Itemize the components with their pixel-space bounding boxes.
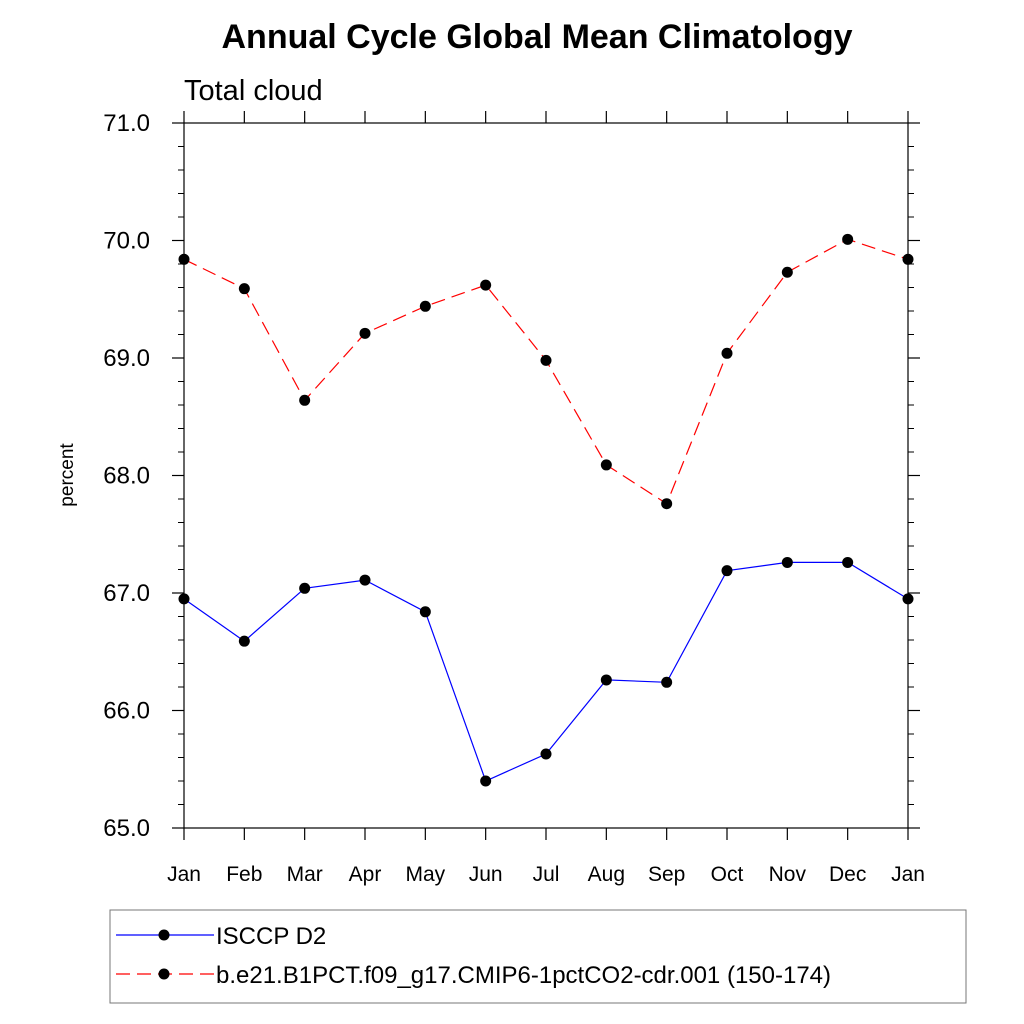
- x-tick-label: Feb: [226, 863, 262, 886]
- series-line-2: [183, 238, 909, 505]
- legend-box: [109, 909, 967, 1004]
- x-tick-label: Dec: [829, 863, 866, 886]
- series-1-point: [419, 606, 431, 618]
- series-line-1: [183, 561, 909, 782]
- series-1-point: [299, 582, 311, 594]
- x-tick-label: Mar: [287, 863, 323, 886]
- plot-series: [178, 233, 914, 787]
- series-2-point: [359, 327, 371, 339]
- legend-label-2: b.e21.B1PCT.f09_g17.CMIP6-1pctCO2-cdr.00…: [216, 962, 831, 989]
- y-tick-label: 68.0: [103, 463, 150, 490]
- series-1-point: [359, 574, 371, 586]
- x-tick-label: Jun: [469, 863, 503, 886]
- x-tick-label: Jul: [533, 863, 560, 886]
- x-tick-label: Jan: [891, 863, 925, 886]
- x-tick-label: Aug: [588, 863, 625, 886]
- series-2-point: [540, 354, 552, 366]
- series-1-point: [540, 748, 552, 760]
- series-1-point: [721, 565, 733, 577]
- series-2-point: [600, 459, 612, 471]
- axis-ticks: 65.0 66.0 67.0 68.0 69.0 70.0 71.0 Jan Feb Mar Apr…: [103, 110, 925, 886]
- series-1-point: [600, 674, 612, 686]
- legend-label-1: ISCCP D2: [216, 923, 326, 950]
- series-2-point: [299, 394, 311, 406]
- y-tick-label: 70.0: [103, 228, 150, 255]
- series-2-point: [661, 498, 673, 510]
- x-tick-label: May: [405, 863, 445, 886]
- y-tick-label: 67.0: [103, 580, 150, 607]
- series-2-point: [419, 300, 431, 312]
- series-2-point: [480, 279, 492, 291]
- x-tick-label: Jan: [167, 863, 201, 886]
- series-2-point: [721, 347, 733, 359]
- series-2-point: [238, 283, 250, 295]
- y-tick-label: 66.0: [103, 698, 150, 725]
- x-tick-label: Sep: [648, 863, 685, 886]
- y-tick-label: 71.0: [103, 110, 150, 137]
- series-1-point: [661, 676, 673, 688]
- y-axis-label: percent: [57, 443, 78, 507]
- series-1-point: [781, 556, 793, 568]
- legend-swatch-marker-1: [158, 929, 170, 941]
- chart-title: Annual Cycle Global Mean Climatology: [222, 18, 853, 56]
- chart-subtitle: Total cloud: [184, 75, 323, 107]
- x-tick-label: Oct: [711, 863, 744, 886]
- legend: ISCCP D2 b.e21.B1PCT.f09_g17.CMIP6-1pctCO…: [109, 909, 967, 1004]
- plot-frame: [183, 122, 909, 829]
- series-1-point: [238, 635, 250, 647]
- y-tick-label: 69.0: [103, 345, 150, 372]
- series-1-point: [842, 556, 854, 568]
- series-1-point: [480, 775, 492, 787]
- series-2-point: [842, 233, 854, 245]
- x-tick-label: Nov: [769, 863, 807, 886]
- y-tick-label: 65.0: [103, 815, 150, 842]
- legend-swatch-marker-2: [158, 968, 170, 980]
- x-tick-label: Apr: [349, 863, 382, 886]
- series-2-point: [781, 266, 793, 278]
